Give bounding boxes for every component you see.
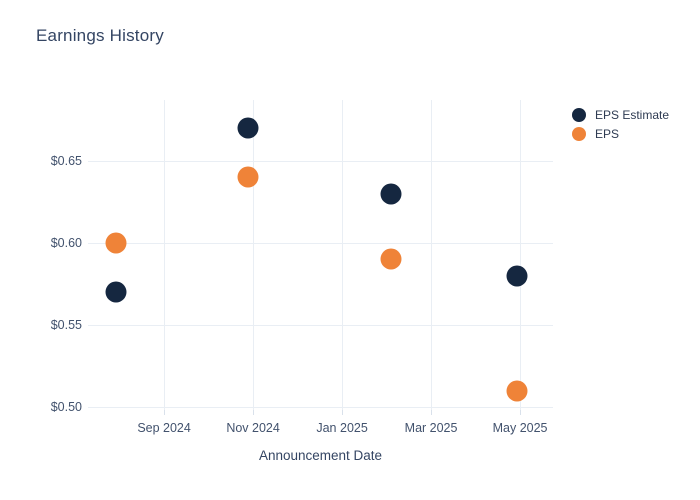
x-axis-title: Announcement Date [258,448,383,463]
gridline-horizontal [88,161,553,163]
x-tick-label: May 2025 [492,421,548,435]
gridline-horizontal [88,243,553,245]
legend-swatch-icon [572,126,586,141]
gridline-vertical [253,100,255,410]
x-tick-label: Nov 2024 [226,421,280,435]
gridline-horizontal [88,325,553,327]
data-point-eps[interactable] [380,248,402,270]
x-tick-mark [520,410,522,415]
data-point-eps-estimate[interactable] [237,117,259,139]
x-tick-mark [253,410,255,415]
gridline-vertical [520,100,522,410]
legend-item-eps-estimate[interactable]: EPS Estimate [572,105,669,124]
legend-swatch-icon [572,107,586,122]
legend: EPS Estimate EPS [572,105,669,143]
x-tick-mark [164,410,166,415]
gridline-horizontal [88,407,553,409]
legend-label: EPS Estimate [595,107,670,122]
y-tick-label: $0.50 [50,400,82,415]
y-tick-label: $0.55 [50,318,82,333]
x-tick-mark [342,410,344,415]
data-point-eps[interactable] [506,380,528,402]
gridline-vertical [431,100,433,410]
y-tick-label: $0.65 [50,154,82,169]
data-point-eps-estimate[interactable] [506,265,528,287]
x-tick-label: Jan 2025 [316,421,368,435]
legend-label: EPS [595,126,620,141]
data-point-eps-estimate[interactable] [380,183,402,205]
x-tick-mark [431,410,433,415]
plot-area[interactable] [88,100,553,410]
gridline-vertical [342,100,344,410]
x-tick-label: Sep 2024 [137,421,191,435]
data-point-eps-estimate[interactable] [105,281,127,303]
data-point-eps[interactable] [237,166,259,188]
chart-title: Earnings History [36,26,164,45]
legend-item-eps[interactable]: EPS [572,124,669,143]
y-tick-label: $0.60 [50,236,82,251]
x-tick-label: Mar 2025 [404,421,458,435]
gridline-vertical [164,100,166,410]
data-point-eps[interactable] [105,232,127,254]
